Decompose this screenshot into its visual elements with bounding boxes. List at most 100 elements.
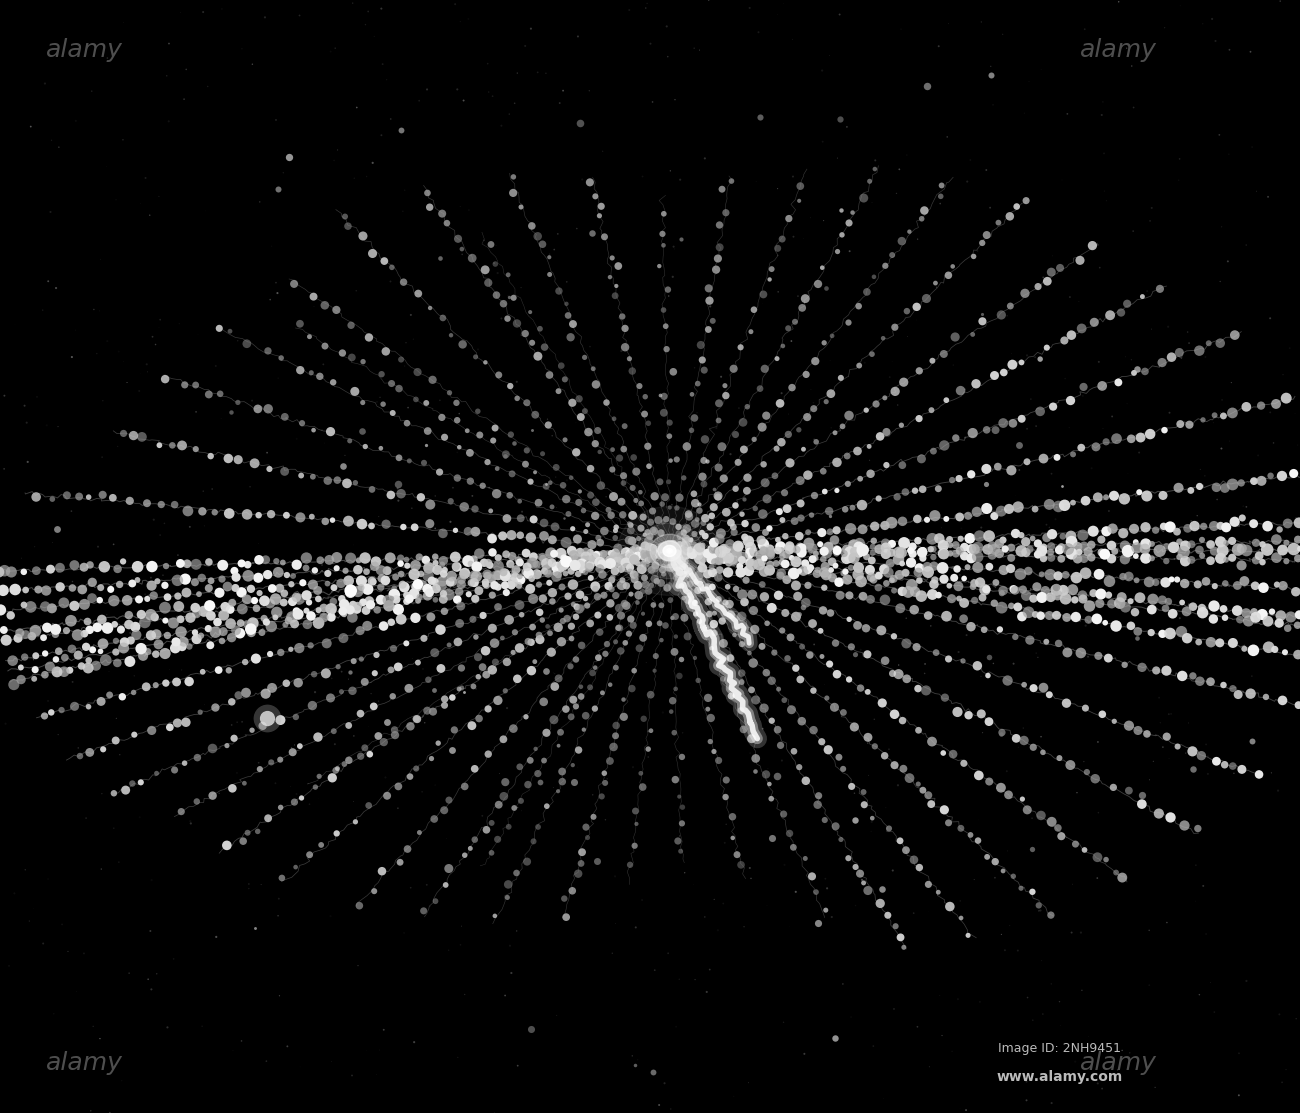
Point [879,819,900,837]
Point [209,584,230,602]
Point [775,484,796,502]
Point [391,485,412,503]
Point [902,545,923,563]
Point [1011,354,1032,372]
Point [0,460,14,477]
Point [567,530,588,548]
Point [818,741,839,759]
Point [113,639,134,657]
Point [1091,585,1112,603]
Point [430,569,451,587]
Point [451,917,472,935]
Point [1126,571,1147,589]
Point [942,356,963,374]
Point [1214,479,1235,496]
Point [1036,633,1057,651]
Point [876,574,897,592]
Point [822,908,842,926]
Point [705,624,725,642]
Point [75,809,96,827]
Point [944,569,965,587]
Point [1017,988,1037,1006]
Point [819,656,840,673]
Point [826,544,846,562]
Point [1162,604,1183,622]
Point [1098,587,1119,604]
Point [393,274,413,292]
Point [500,964,521,982]
Point [966,503,987,521]
Point [200,607,221,624]
Point [404,565,425,583]
Point [1105,780,1126,798]
Point [1001,549,1022,567]
Point [1022,1012,1043,1030]
Point [282,743,303,761]
Point [852,870,872,888]
Point [892,582,913,600]
Point [768,503,789,521]
Point [120,492,140,510]
Point [980,199,1001,217]
Point [554,510,575,528]
Point [507,1056,528,1074]
Point [760,790,781,808]
Point [495,445,516,463]
Point [1118,568,1139,585]
Point [755,406,776,424]
Point [313,607,334,624]
Point [237,824,257,841]
Point [447,80,468,98]
Point [247,823,268,840]
Point [705,545,725,563]
Point [299,327,320,345]
Point [473,607,494,624]
Point [1269,614,1290,632]
Point [35,598,56,615]
Point [602,944,623,962]
Point [664,536,685,554]
Point [775,528,796,545]
Point [1039,607,1060,624]
Point [664,538,685,555]
Point [338,717,359,735]
Point [644,545,664,563]
Point [83,301,104,318]
Point [441,326,462,344]
Point [238,555,259,573]
Point [0,387,14,405]
Point [227,687,248,705]
Point [962,578,983,595]
Point [75,638,96,656]
Point [542,583,563,601]
Point [1184,518,1205,535]
Point [1036,529,1057,546]
Point [49,559,70,577]
Point [1102,778,1123,796]
Point [438,585,459,603]
Point [425,893,446,910]
Point [251,876,272,894]
Point [651,541,672,559]
Point [117,591,138,609]
Point [662,549,683,567]
Point [92,740,113,758]
Point [858,735,879,752]
Point [508,551,529,569]
Point [689,41,710,59]
Point [1135,363,1156,381]
Point [638,614,659,632]
Point [420,897,441,915]
Point [458,522,478,540]
Point [677,591,698,609]
Point [212,556,233,574]
Point [199,597,220,614]
Point [5,316,26,334]
Point [404,1033,425,1051]
Point [300,607,321,624]
Point [515,455,536,473]
Point [488,264,508,282]
Point [0,562,14,580]
Point [814,811,835,829]
Point [563,546,584,564]
